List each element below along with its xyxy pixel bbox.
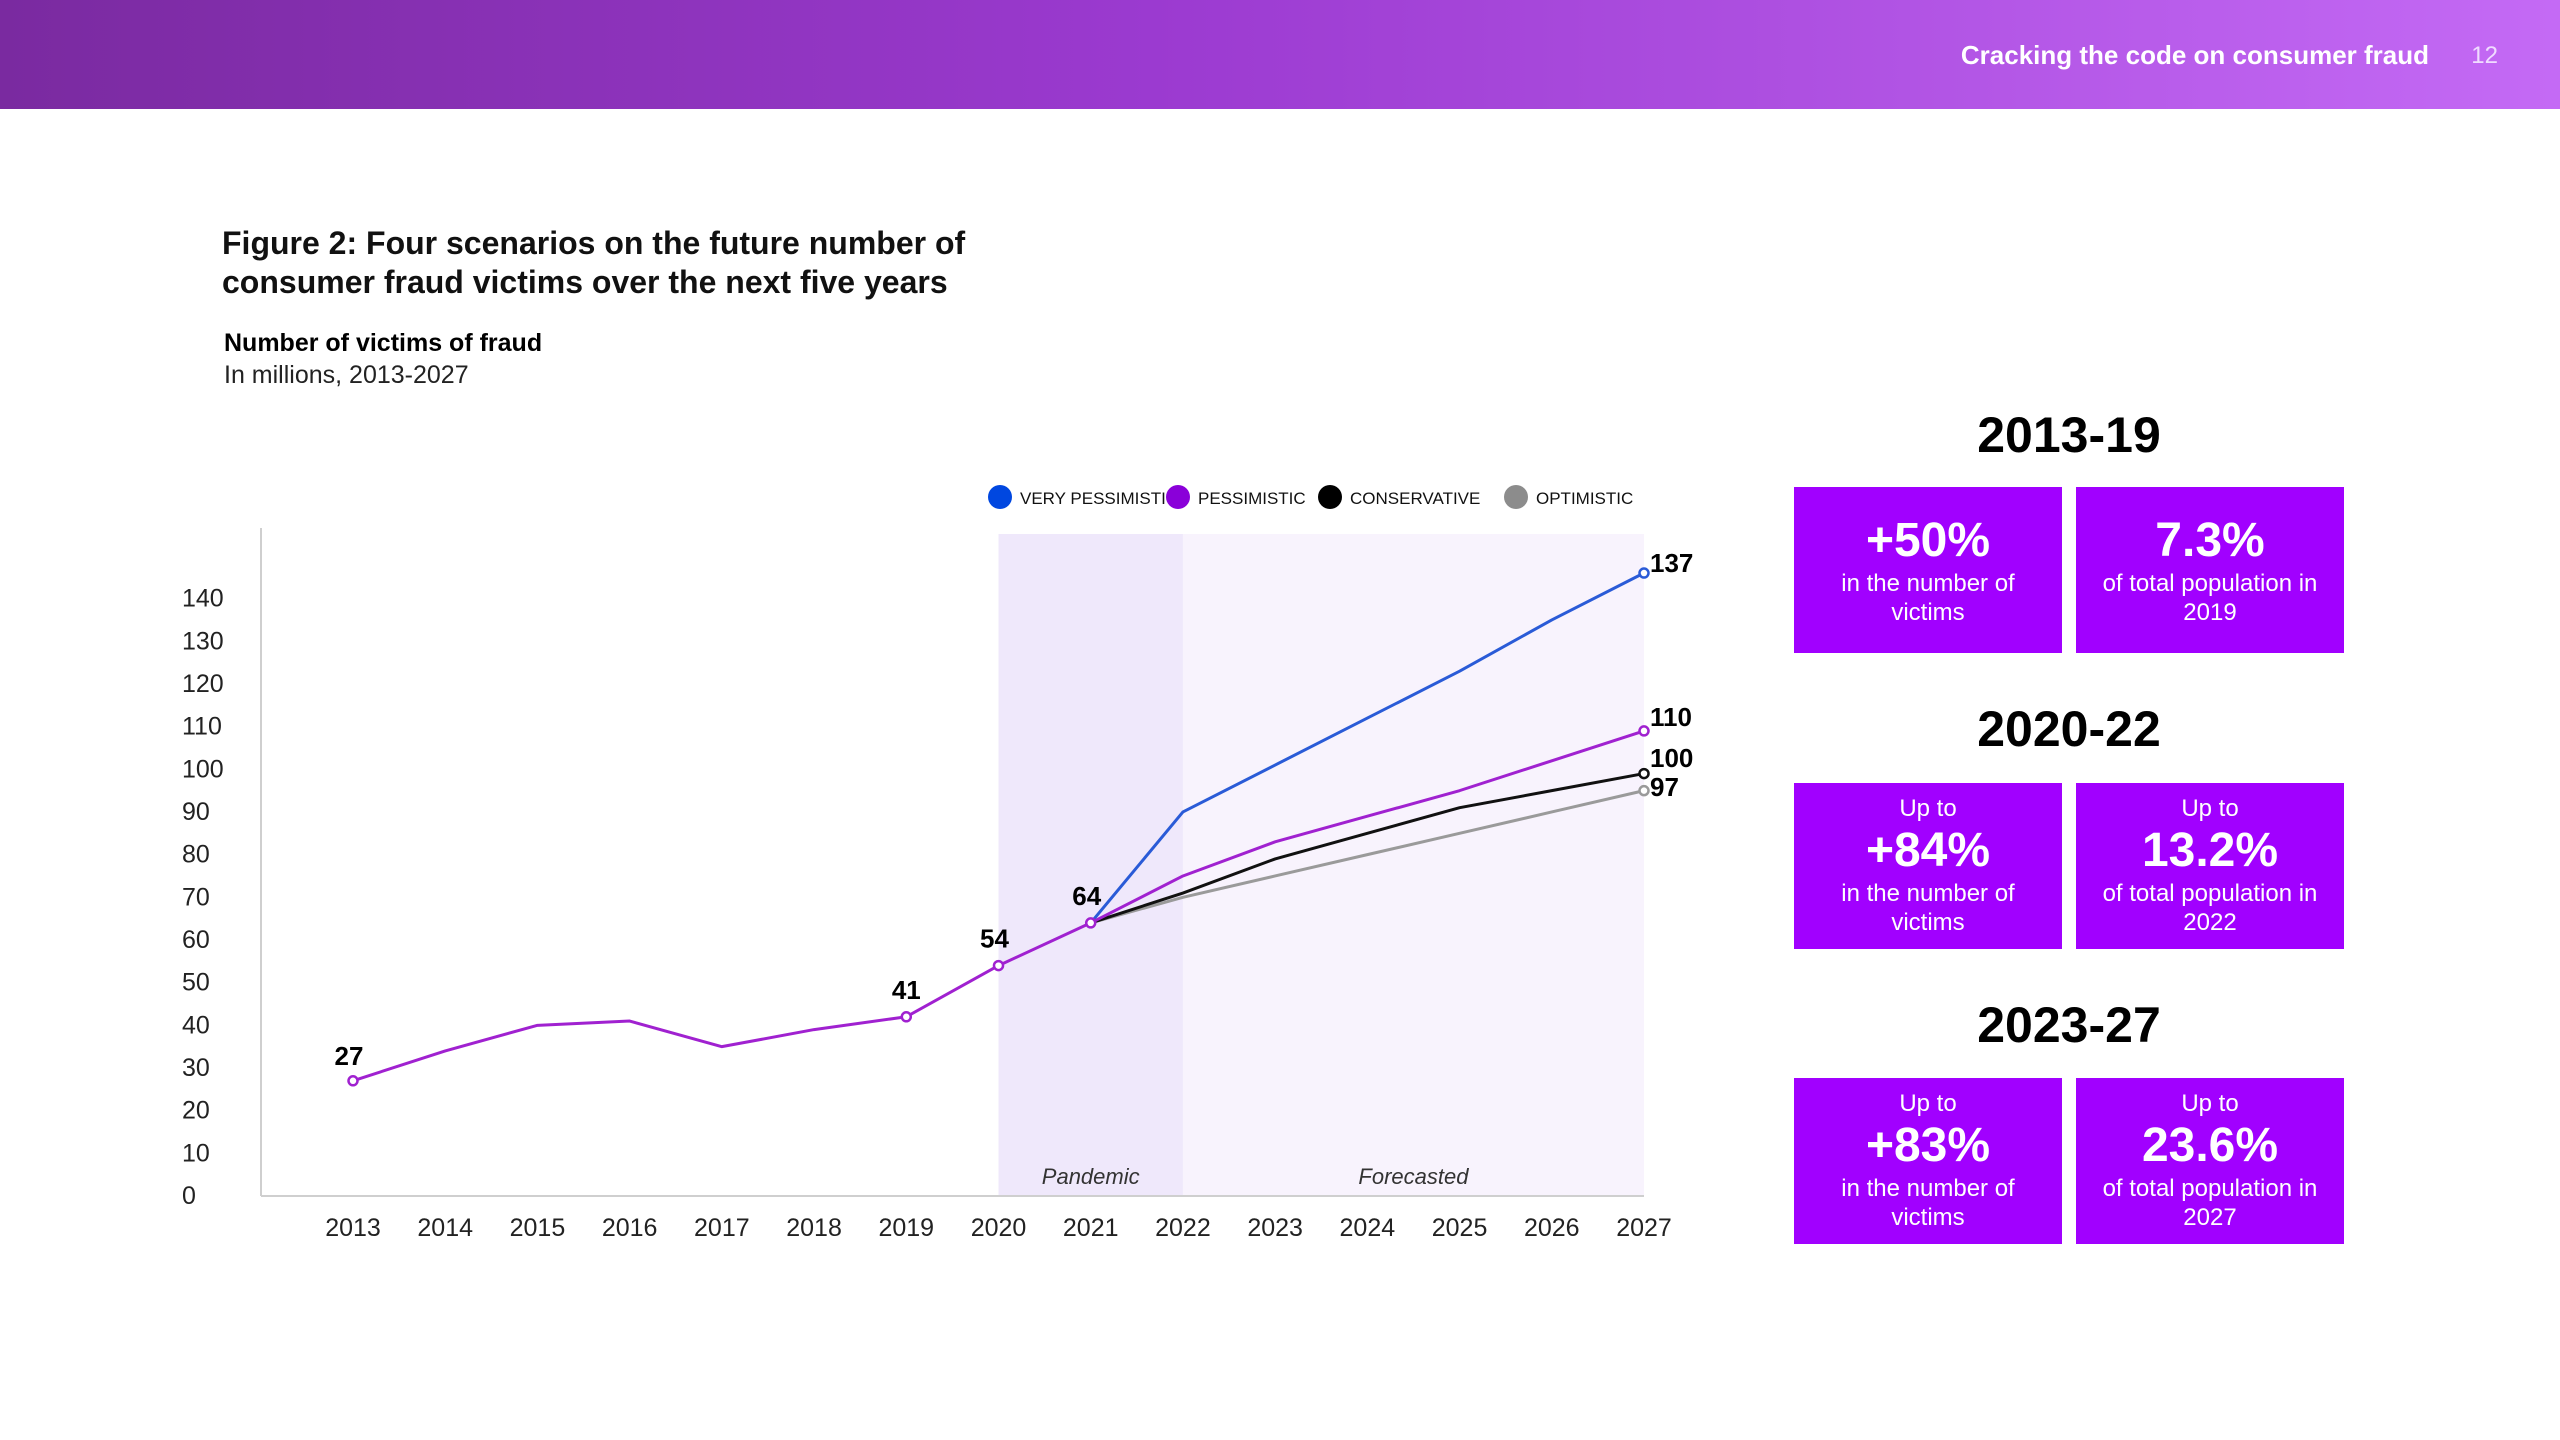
x-tick-label: 2026 (1524, 1214, 1580, 1242)
x-tick-label: 2023 (1247, 1214, 1303, 1242)
x-tick-label: 2027 (1616, 1214, 1672, 1242)
x-tick-label: 2020 (971, 1214, 1027, 1242)
legend-swatch (1166, 485, 1190, 509)
legend-label: PESSIMISTIC (1198, 489, 1306, 508)
legend-label: CONSERVATIVE (1350, 489, 1480, 508)
data-point-marker (900, 1011, 913, 1023)
y-tick-label: 50 (182, 969, 210, 997)
y-tick-label: 130 (182, 627, 224, 655)
x-tick-label: 2024 (1340, 1214, 1396, 1242)
y-tick-label: 140 (182, 585, 224, 613)
x-tick-label: 2014 (417, 1214, 473, 1242)
y-tick-label: 20 (182, 1097, 210, 1125)
stat-value: 23.6% (2141, 1119, 2279, 1172)
y-tick-label: 60 (182, 926, 210, 954)
region-label: Forecasted (1358, 1164, 1469, 1189)
stat-description: in the number of victims (1841, 880, 2015, 936)
legend-swatch (988, 485, 1012, 509)
data-point-marker (992, 959, 1005, 972)
x-tick-label: 2016 (602, 1214, 658, 1242)
y-tick-label: 10 (182, 1139, 210, 1167)
x-tick-label: 2017 (694, 1214, 750, 1242)
y-tick-label: 90 (182, 798, 210, 826)
series-line-very-pessimistic (1089, 571, 1645, 924)
y-tick-label: 100 (182, 755, 224, 783)
legend-swatch (1504, 485, 1528, 509)
stat-prefix: Up to (2181, 1090, 2239, 1117)
series-end-label: 97 (1650, 772, 1679, 802)
stat-card: Up to 23.6% of total population in 2027 (2076, 1078, 2344, 1244)
y-tick-label: 30 (182, 1054, 210, 1082)
x-tick-label: 2019 (878, 1214, 934, 1242)
legend-label: VERY PESSIMISTIC (1020, 489, 1178, 508)
period-heading-2023-27: 2023-27 (1977, 997, 2161, 1053)
stat-card: +50% in the number of victims (1794, 487, 2062, 653)
period-heading-2020-22: 2020-22 (1977, 701, 2161, 757)
document-title: Cracking the code on consumer fraud (1960, 40, 2429, 70)
y-tick-label: 40 (182, 1011, 210, 1039)
data-point-marker (347, 1075, 359, 1087)
legend-swatch (1318, 485, 1342, 509)
fraud-victims-line-chart: 0 10 20 30 40 50 60 70 80 90 100 110 120 130 140 2013 2… (182, 485, 1693, 1242)
header-bar: Cracking the code on consumer fraud 12 (0, 0, 2560, 109)
x-tick-label: 2021 (1063, 1214, 1119, 1242)
stat-card: Up to +84% in the number of victims (1794, 783, 2062, 949)
series-end-label: 110 (1650, 702, 1692, 732)
stat-description: in the number of victims (1841, 570, 2015, 626)
stat-card: Up to +83% in the number of victims (1794, 1078, 2062, 1244)
stat-value: +83% (1865, 1119, 1991, 1172)
stat-description: of total population in 2019 (2102, 570, 2318, 626)
y-tick-label: 110 (182, 713, 222, 741)
region-label: Pandemic (1042, 1164, 1140, 1189)
y-tick-label: 80 (182, 841, 210, 869)
data-point-marker (1638, 725, 1650, 737)
stat-value: +50% (1865, 514, 1991, 567)
x-tick-label: 2022 (1155, 1214, 1211, 1242)
stat-description: of total population in 2027 (2102, 1175, 2318, 1231)
stat-prefix: Up to (1899, 1090, 1957, 1117)
data-point-marker (1638, 567, 1650, 579)
stat-value: 13.2% (2141, 824, 2279, 877)
data-point-marker (1638, 784, 1650, 797)
y-tick-label: 120 (182, 670, 224, 698)
chart-subtitle: In millions, 2013-2027 (224, 361, 469, 389)
x-tick-label: 2013 (325, 1214, 381, 1242)
stat-description: in the number of victims (1841, 1175, 2015, 1231)
figure-title: Figure 2: Four scenarios on the future n… (222, 225, 966, 300)
stat-prefix: Up to (1899, 795, 1957, 822)
region-pandemic (998, 534, 1183, 1196)
x-tick-label: 2025 (1432, 1214, 1488, 1242)
stat-value: 7.3% (2155, 514, 2265, 567)
chart-subtitle-bold: Number of victims of fraud (224, 329, 543, 357)
page-number: 12 (2471, 42, 2498, 69)
stat-card: Up to 13.2% of total population in 2022 (2076, 783, 2344, 949)
stat-prefix: Up to (2181, 795, 2239, 822)
series-end-label: 137 (1650, 548, 1693, 578)
y-tick-label: 0 (182, 1182, 196, 1210)
period-heading-2013-19: 2013-19 (1977, 407, 2161, 463)
series-end-label: 100 (1650, 743, 1693, 773)
series-line-conservative (1090, 772, 1645, 925)
legend-label: OPTIMISTIC (1536, 489, 1633, 508)
data-point-marker (1638, 767, 1650, 780)
x-tick-label: 2015 (510, 1214, 566, 1242)
data-point-marker (1084, 917, 1097, 929)
data-label: 64 (1072, 881, 1101, 911)
y-tick-label: 70 (182, 883, 210, 911)
data-label: 41 (892, 975, 921, 1005)
stat-value: +84% (1865, 824, 1991, 877)
series-line-optimistic (1090, 789, 1645, 925)
x-tick-label: 2018 (786, 1214, 842, 1242)
region-forecasted (1182, 534, 1644, 1196)
data-label: 27 (335, 1041, 364, 1071)
stat-card: 7.3% of total population in 2019 (2076, 487, 2344, 653)
data-label: 54 (980, 924, 1009, 954)
stat-description: of total population in 2022 (2102, 880, 2318, 936)
